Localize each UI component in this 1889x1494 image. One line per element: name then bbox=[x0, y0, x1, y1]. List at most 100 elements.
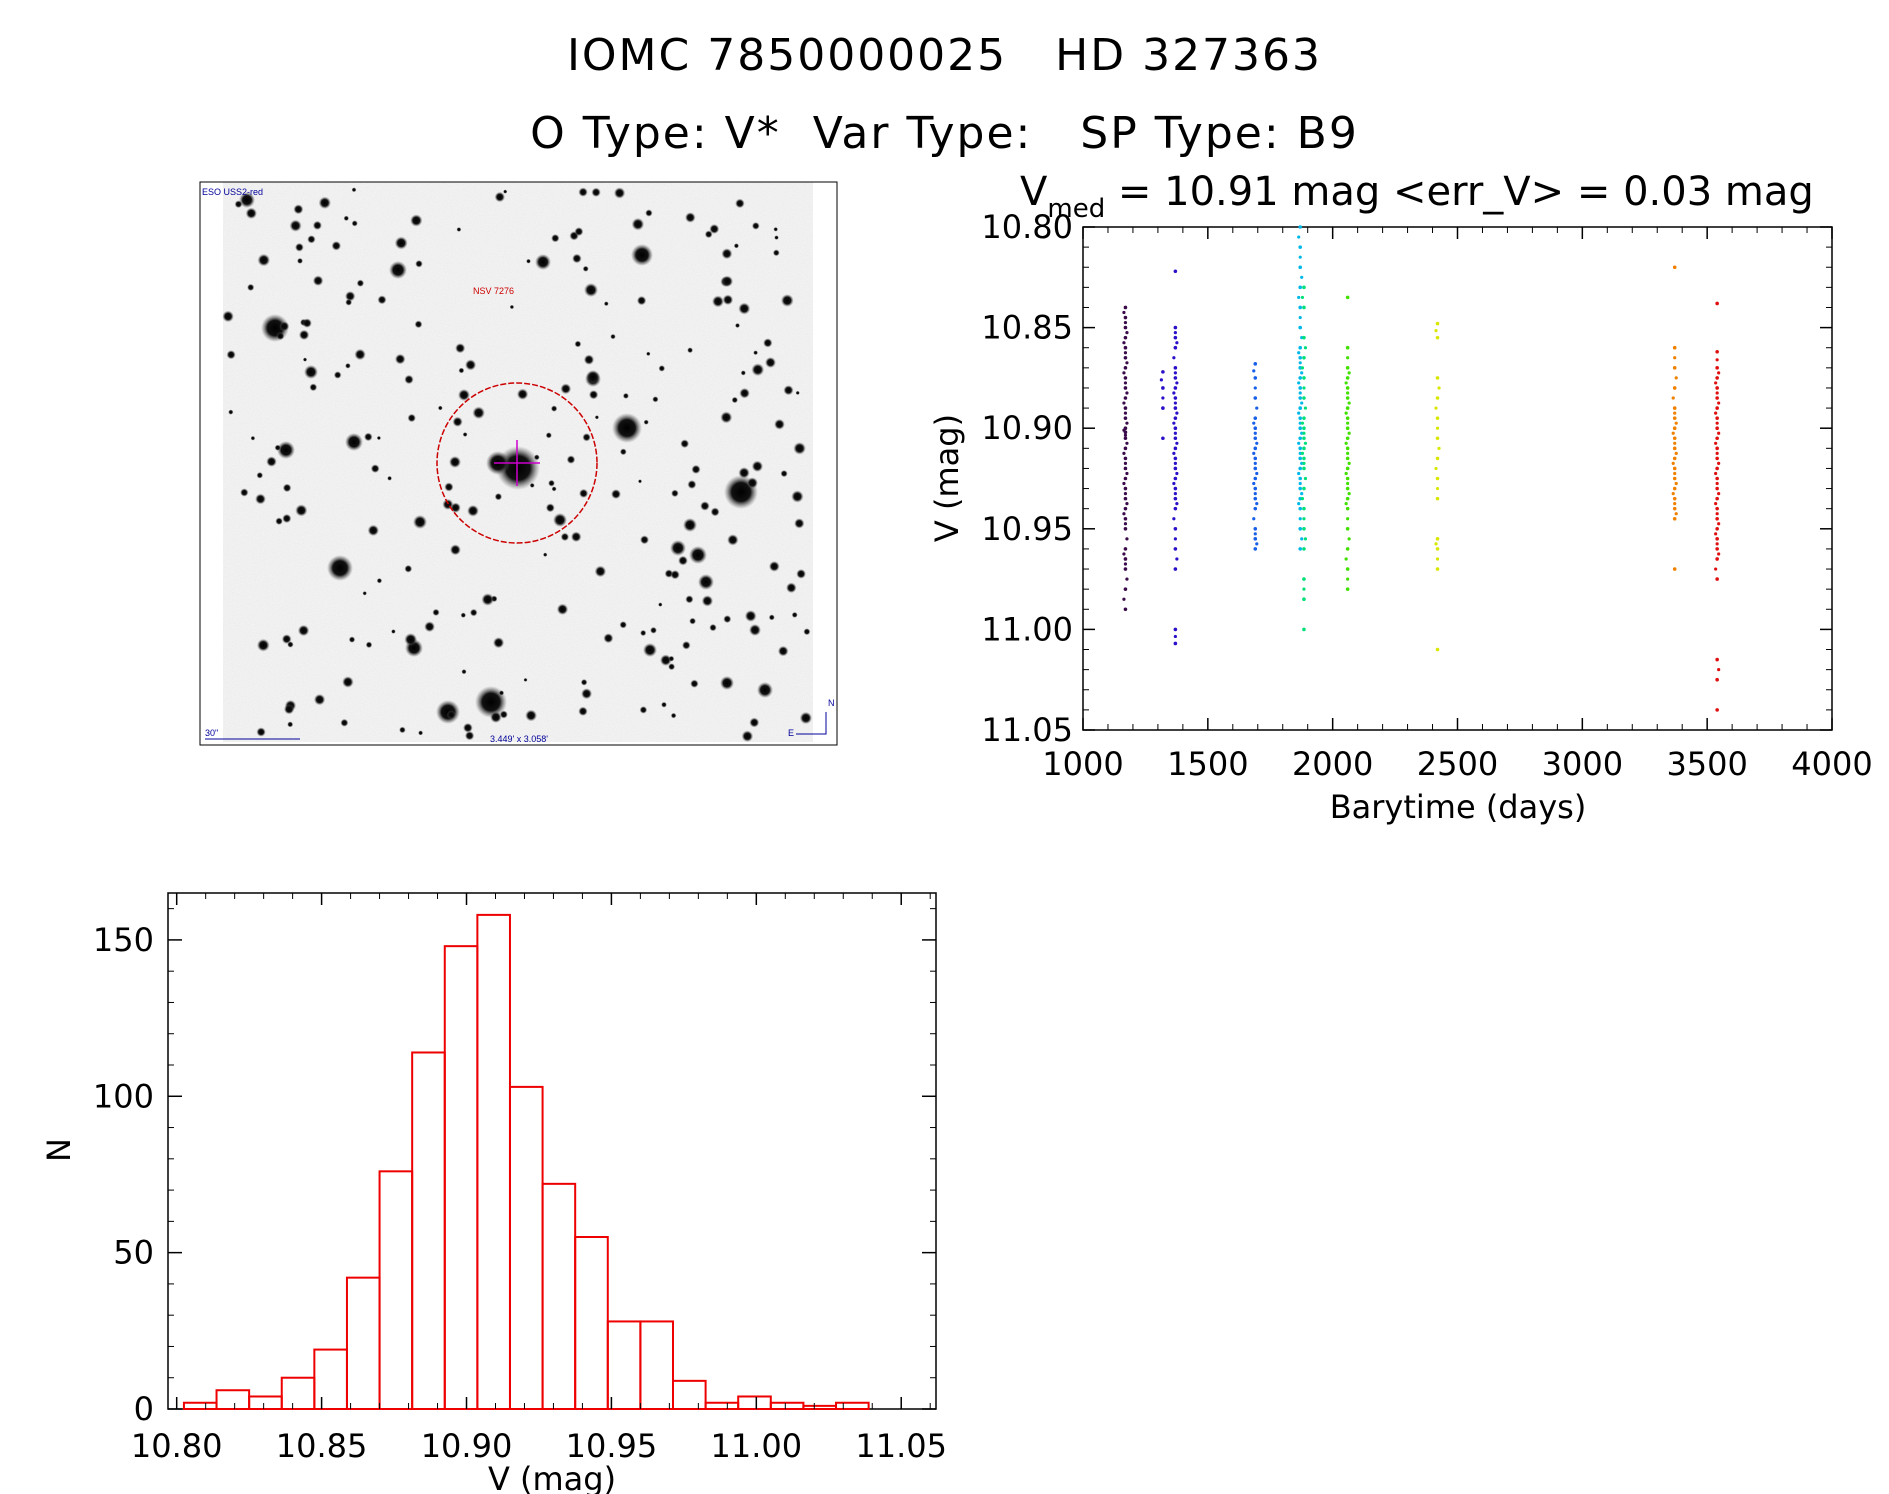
x-tick-label: 10.85 bbox=[276, 1427, 368, 1465]
data-point-fill bbox=[1344, 471, 1348, 476]
data-point bbox=[1302, 446, 1306, 451]
data-point bbox=[1298, 466, 1303, 471]
star-faint bbox=[727, 534, 739, 546]
data-point bbox=[1298, 386, 1303, 390]
star-faint bbox=[376, 435, 381, 441]
star-faint bbox=[658, 602, 663, 607]
data-point-fill bbox=[1122, 597, 1126, 601]
data-point bbox=[1173, 567, 1178, 571]
field-of-view-label: 3.449' x 3.058' bbox=[490, 734, 548, 744]
star-faint bbox=[245, 207, 257, 219]
data-point-fill bbox=[1159, 378, 1163, 382]
star-faint bbox=[689, 617, 696, 625]
series-season1 bbox=[1122, 305, 1129, 612]
finder-stars bbox=[222, 187, 813, 742]
data-point-fill bbox=[1673, 356, 1677, 360]
star-faint bbox=[700, 501, 710, 511]
star-faint bbox=[799, 711, 813, 725]
star-faint bbox=[685, 595, 694, 604]
star-faint bbox=[791, 611, 798, 618]
data-point-fill bbox=[1344, 502, 1348, 506]
data-point bbox=[1715, 557, 1719, 561]
histogram-bar bbox=[606, 1320, 642, 1410]
star-faint bbox=[348, 636, 356, 643]
data-point bbox=[1253, 436, 1258, 441]
star-bright bbox=[304, 365, 318, 379]
data-point-fill bbox=[1300, 275, 1304, 279]
star-faint bbox=[460, 612, 466, 618]
star-faint bbox=[668, 655, 675, 662]
data-point-fill bbox=[1297, 381, 1301, 385]
histogram-bar bbox=[835, 1401, 870, 1410]
data-point bbox=[1298, 345, 1303, 350]
data-point bbox=[1715, 657, 1719, 662]
data-point bbox=[1123, 345, 1128, 350]
star-faint bbox=[670, 712, 677, 719]
star-faint bbox=[751, 222, 760, 230]
data-point-fill bbox=[1125, 441, 1129, 445]
star-faint bbox=[394, 236, 408, 250]
data-point-fill bbox=[1173, 431, 1177, 435]
data-point bbox=[1345, 345, 1350, 350]
data-point bbox=[1253, 416, 1258, 420]
star-bright bbox=[389, 261, 407, 279]
data-point-fill bbox=[1300, 497, 1305, 501]
data-point bbox=[1161, 386, 1165, 390]
data-point-fill bbox=[1123, 491, 1128, 496]
data-point bbox=[1435, 335, 1440, 340]
star-faint bbox=[509, 304, 515, 310]
data-point-fill bbox=[1673, 411, 1677, 415]
star-faint bbox=[298, 329, 310, 341]
star-faint bbox=[613, 187, 626, 199]
data-point-fill bbox=[1347, 461, 1351, 466]
histogram-bar bbox=[802, 1404, 838, 1410]
star-faint bbox=[282, 483, 292, 493]
star-faint bbox=[404, 374, 414, 385]
data-point-fill bbox=[1717, 491, 1721, 496]
star-faint bbox=[636, 295, 647, 306]
data-point bbox=[1345, 446, 1350, 451]
data-point-fill bbox=[1125, 502, 1129, 506]
data-point bbox=[1173, 345, 1178, 350]
star-faint bbox=[340, 718, 349, 727]
star-faint bbox=[611, 489, 621, 500]
star-faint bbox=[247, 283, 255, 291]
data-point bbox=[1253, 496, 1258, 501]
star-faint bbox=[751, 363, 765, 377]
data-point-fill bbox=[1435, 557, 1440, 561]
star-faint bbox=[639, 706, 648, 714]
data-point-fill bbox=[1122, 371, 1126, 375]
star-faint bbox=[691, 464, 701, 474]
star-faint bbox=[444, 482, 454, 492]
data-point-fill bbox=[1671, 396, 1675, 400]
star-faint bbox=[668, 663, 676, 671]
y-tick-label: 10.85 bbox=[981, 309, 1073, 347]
data-point-fill bbox=[1255, 406, 1259, 410]
star-faint bbox=[255, 493, 266, 505]
data-point bbox=[1672, 426, 1677, 431]
data-point-fill bbox=[1437, 446, 1441, 450]
data-point bbox=[1435, 396, 1440, 400]
data-point-fill bbox=[1303, 537, 1308, 541]
star-faint bbox=[461, 669, 467, 675]
star-faint bbox=[574, 227, 584, 237]
star-bright bbox=[720, 676, 734, 690]
star-faint bbox=[704, 230, 713, 239]
data-point bbox=[1435, 321, 1440, 326]
data-point bbox=[1173, 486, 1178, 491]
star-faint bbox=[619, 621, 627, 629]
star-faint bbox=[333, 371, 342, 379]
star-faint bbox=[777, 645, 789, 657]
star-faint bbox=[582, 433, 591, 442]
data-point-fill bbox=[1715, 421, 1719, 425]
star-faint bbox=[283, 704, 295, 715]
series-season7 bbox=[1671, 265, 1678, 571]
data-point-fill bbox=[1125, 361, 1129, 365]
data-point bbox=[1173, 527, 1178, 531]
star-faint bbox=[362, 591, 367, 596]
data-point bbox=[1345, 426, 1350, 431]
data-point-fill bbox=[1125, 391, 1129, 395]
data-point bbox=[1302, 396, 1306, 400]
data-point-fill bbox=[1123, 562, 1128, 566]
data-point bbox=[1298, 366, 1303, 370]
